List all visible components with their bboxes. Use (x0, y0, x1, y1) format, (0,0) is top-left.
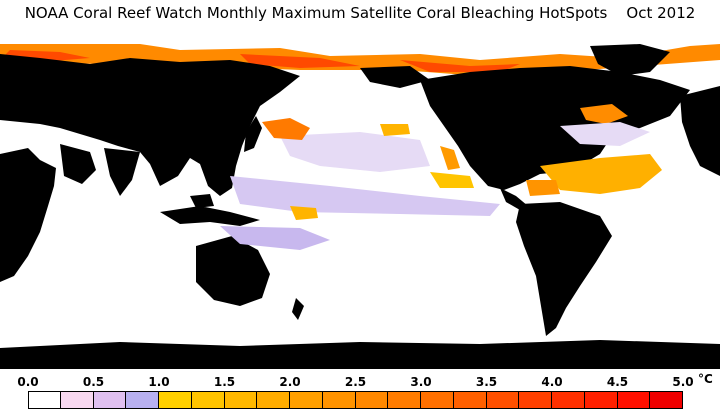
colorbar-tick-label: 1.0 (148, 375, 170, 389)
hotspot-north-pacific (262, 118, 310, 140)
pacific-low-hotspot-tropics (230, 176, 500, 216)
colorbar-tick-label: 4.0 (541, 375, 563, 389)
hotspot-west-pacific (290, 206, 318, 220)
colorbar-swatch (388, 391, 421, 409)
land-indonesia (160, 194, 260, 226)
colorbar-swatch (224, 391, 258, 409)
colorbar-swatch (93, 391, 127, 409)
colorbar-swatch (421, 391, 454, 409)
colorbar-tick-label: 1.5 (213, 375, 236, 389)
hotspot-east-pacific (430, 172, 474, 188)
land-greenland (590, 44, 670, 76)
colorbar-tick-label: 3.0 (410, 375, 432, 389)
land-north-america (420, 66, 690, 190)
pacific-low-hotspot-north (280, 132, 430, 172)
hotspot-world-map (0, 36, 720, 369)
land-eurasia (0, 54, 300, 196)
hotspot-atlantic-tropical (540, 154, 662, 194)
land-arabia (60, 144, 96, 184)
colorbar-tick-label: 4.5 (606, 375, 629, 389)
colorbar-tick-label: 2.5 (344, 375, 367, 389)
colorbar-swatch (453, 391, 487, 409)
colorbar-tick-label: 0.5 (82, 375, 105, 389)
colorbar-swatches (28, 391, 683, 409)
colorbar-swatch (28, 391, 61, 409)
land-south-america (516, 202, 612, 336)
colorbar-legend: 0.0 0.5 1.0 1.5 2.0 2.5 3.0 3.5 4.0 4.5 5.0 °C (0, 370, 720, 411)
land-africa (0, 148, 56, 282)
colorbar-swatch (290, 391, 323, 409)
colorbar-tick-label: 5.0 (672, 375, 694, 389)
colorbar-swatch (355, 391, 389, 409)
colorbar-swatch (60, 391, 94, 409)
colorbar-swatch (191, 391, 225, 409)
colorbar-swatch (126, 391, 159, 409)
colorbar-swatch (552, 391, 585, 409)
colorbar-tick-label: 2.0 (279, 375, 301, 389)
hotspot-north-pacific-center (380, 124, 410, 136)
map-title: NOAA Coral Reef Watch Monthly Maximum Sa… (24, 4, 696, 22)
colorbar-swatch (650, 391, 683, 409)
hotspot-north-atlantic-low (560, 122, 650, 146)
hotspot-baja (440, 146, 460, 170)
land-alaska (360, 66, 430, 88)
colorbar-swatch (322, 391, 356, 409)
land-new-zealand (292, 298, 304, 320)
land-australia (196, 236, 270, 306)
pacific-low-hotspot-west (220, 226, 330, 250)
colorbar-unit: °C (698, 372, 713, 386)
land-india (104, 148, 140, 196)
hotspot-caribbean (526, 180, 560, 196)
colorbar-swatch (486, 391, 520, 409)
colorbar-swatch (257, 391, 290, 409)
arctic-hotspot-intense (0, 50, 520, 72)
colorbar-swatch (617, 391, 651, 409)
hotspot-north-atlantic (580, 104, 628, 124)
colorbar-tick-label: 3.5 (475, 375, 498, 389)
land-japan (244, 116, 262, 152)
land-europe-east (680, 86, 720, 176)
colorbar-swatch (519, 391, 552, 409)
land-antarctica (0, 340, 720, 369)
colorbar-tick-label: 0.0 (17, 375, 39, 389)
colorbar-swatch (159, 391, 192, 409)
colorbar-swatch (584, 391, 618, 409)
